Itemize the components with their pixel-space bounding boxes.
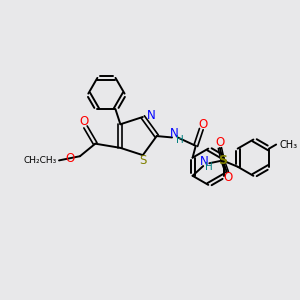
Text: O: O xyxy=(198,118,207,130)
Text: N: N xyxy=(200,155,209,168)
Text: O: O xyxy=(224,171,233,184)
Text: O: O xyxy=(66,152,75,165)
Text: CH₃: CH₃ xyxy=(280,140,298,149)
Text: CH₂CH₃: CH₂CH₃ xyxy=(24,156,57,165)
Text: H: H xyxy=(206,162,213,172)
Text: N: N xyxy=(147,109,156,122)
Text: S: S xyxy=(139,154,146,167)
Text: O: O xyxy=(80,116,89,128)
Text: N: N xyxy=(170,127,178,140)
Text: S: S xyxy=(218,154,227,167)
Text: O: O xyxy=(215,136,224,149)
Text: H: H xyxy=(176,135,184,145)
